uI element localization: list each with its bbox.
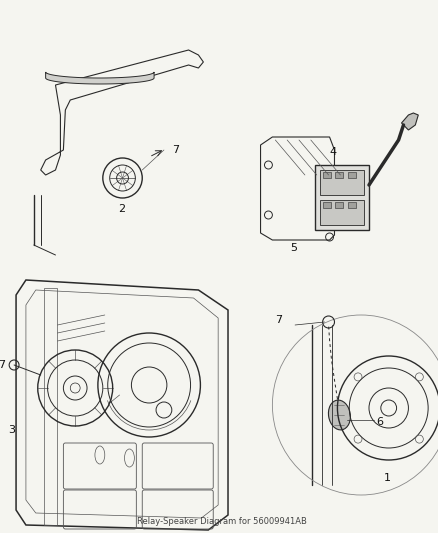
Bar <box>320 200 364 225</box>
Bar <box>336 172 343 178</box>
Text: 7: 7 <box>172 145 179 155</box>
Text: 2: 2 <box>119 204 126 214</box>
Bar <box>320 170 364 195</box>
Text: 1: 1 <box>384 473 391 483</box>
Polygon shape <box>46 72 154 84</box>
Bar <box>336 202 343 208</box>
Text: 3: 3 <box>8 425 15 435</box>
Text: 4: 4 <box>329 147 337 157</box>
Text: 7: 7 <box>276 315 283 325</box>
Polygon shape <box>402 113 418 130</box>
Bar <box>315 165 369 230</box>
Bar <box>348 202 356 208</box>
Text: Relay-Speaker Diagram for 56009941AB: Relay-Speaker Diagram for 56009941AB <box>137 517 307 526</box>
Bar <box>323 172 331 178</box>
Bar <box>323 202 331 208</box>
Ellipse shape <box>328 400 350 430</box>
Text: 6: 6 <box>376 417 383 427</box>
Text: 5: 5 <box>290 243 297 253</box>
Bar <box>348 172 356 178</box>
Text: 7: 7 <box>0 360 5 370</box>
